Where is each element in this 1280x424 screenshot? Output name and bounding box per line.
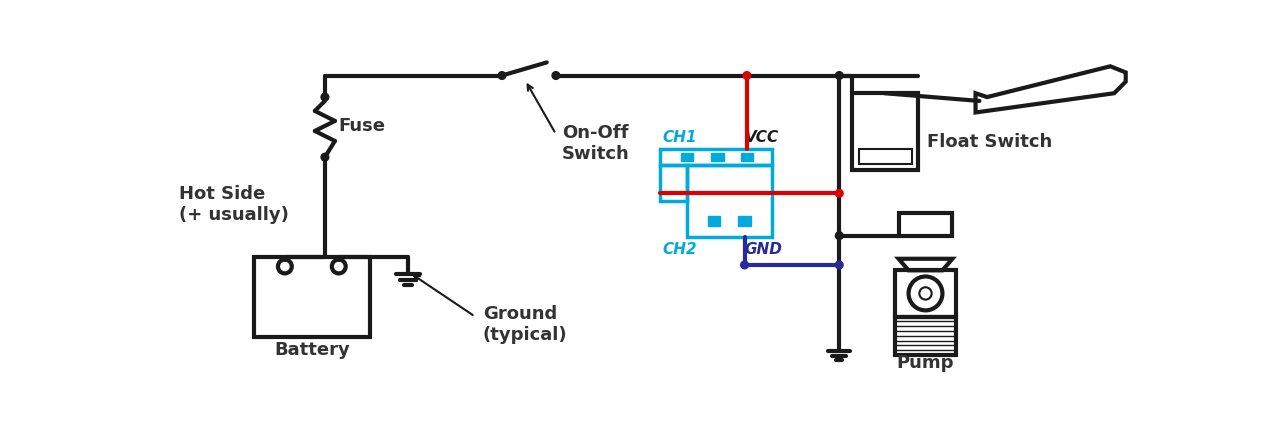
- Text: CH2: CH2: [662, 242, 696, 257]
- Text: VCC: VCC: [745, 130, 778, 145]
- Text: On-Off
Switch: On-Off Switch: [562, 124, 630, 163]
- Text: Hot Side
(+ usually): Hot Side (+ usually): [179, 185, 288, 224]
- Bar: [899, 212, 952, 236]
- Circle shape: [836, 190, 844, 197]
- Circle shape: [741, 261, 749, 269]
- Text: Pump: Pump: [897, 354, 955, 372]
- Bar: [253, 257, 370, 338]
- Circle shape: [836, 261, 844, 269]
- Bar: [681, 153, 692, 161]
- Circle shape: [321, 153, 329, 161]
- Circle shape: [836, 72, 844, 79]
- Bar: [895, 271, 956, 317]
- Circle shape: [836, 232, 844, 240]
- Bar: [895, 317, 956, 355]
- Bar: [712, 153, 723, 161]
- Bar: [739, 216, 750, 226]
- Polygon shape: [975, 66, 1125, 112]
- Circle shape: [552, 72, 559, 79]
- Circle shape: [742, 72, 750, 79]
- Circle shape: [498, 72, 506, 79]
- Text: CH1: CH1: [662, 130, 696, 145]
- Bar: [660, 165, 687, 201]
- Text: GND: GND: [745, 242, 782, 257]
- Bar: [660, 149, 772, 165]
- Bar: [708, 216, 719, 226]
- Bar: [859, 149, 911, 164]
- Bar: [687, 165, 772, 237]
- Bar: [741, 153, 753, 161]
- Circle shape: [321, 93, 329, 101]
- Text: Battery: Battery: [274, 340, 349, 359]
- Bar: [852, 93, 918, 170]
- Text: Ground
(typical): Ground (typical): [483, 305, 567, 343]
- Text: Float Switch: Float Switch: [927, 133, 1052, 151]
- Text: Fuse: Fuse: [339, 117, 385, 135]
